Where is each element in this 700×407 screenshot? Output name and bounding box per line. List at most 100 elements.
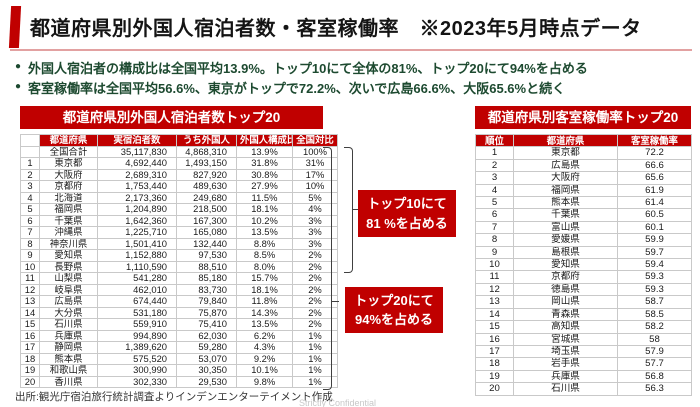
table-cell-rate: 59.9 — [617, 233, 692, 247]
table-cell-foreign: 88,510 — [176, 260, 237, 273]
top10-callout-line1: トップ10にて — [367, 196, 447, 211]
bullet-item: ● 客室稼働率は全国平均56.6%、東京がトップで72.2%、次いで広島66.6… — [15, 77, 588, 97]
table-cell-rank: 16 — [20, 329, 40, 342]
table-cell-foreign: 62,030 — [176, 329, 237, 342]
occupancy-rate-panel: 都道府県別客室稼働率トップ20 順位 都道府県 客室稼働率 1 東京都 72.2 2 広… — [475, 106, 692, 396]
table-cell-rank: 11 — [475, 270, 514, 284]
table-cell-pref: 徳島県 — [513, 282, 618, 297]
table-row: 1 東京都 4,692,440 1,493,150 31.8% 31% — [20, 157, 338, 170]
table-cell-ratio: 6.2% — [236, 329, 293, 342]
table-cell-pref: 埼玉県 — [513, 344, 618, 359]
bullet-item: ● 外国人宿泊者の構成比は全国平均13.9%。トップ10にて全体の81%、トップ… — [15, 57, 588, 77]
foreign-guests-table: 都道府県 実宿泊者数 うち外国人 外国人構成比 全国対比 全国合計 35,117,… — [20, 134, 338, 388]
table-cell-rank: 4 — [475, 183, 514, 198]
table-cell-rank: 20 — [475, 382, 514, 396]
table-row: 18 岩手県 57.7 — [475, 357, 692, 371]
table-cell-foreign: 218,500 — [176, 203, 237, 216]
bullet-dot-icon: ● — [15, 81, 22, 92]
top20-callout-line2: 94%を占める — [354, 312, 434, 327]
table-cell-rank: 15 — [475, 320, 514, 334]
occupancy-rate-table-title: 都道府県別客室稼働率トップ20 — [475, 106, 691, 129]
table-row: 13 広島県 674,440 79,840 11.8% 2% — [20, 295, 338, 308]
table-cell-guests: 1,225,710 — [97, 226, 177, 239]
table-cell-ratio: 15.7% — [236, 272, 293, 285]
table-cell-rank: 13 — [475, 295, 514, 309]
table-cell-pref: 石川県 — [513, 382, 618, 396]
table-cell-pref: 兵庫県 — [513, 369, 618, 384]
table-cell-foreign: 75,410 — [176, 318, 237, 331]
table-cell-rank: 2 — [475, 158, 514, 173]
table-cell-share: 4% — [292, 203, 338, 216]
table-row: 全国合計 35,117,830 4,868,310 13.9% 100% — [20, 145, 338, 158]
table-cell-share: 1% — [292, 375, 338, 388]
table-cell-pref: 福岡県 — [513, 183, 618, 198]
table-cell-pref: 愛知県 — [39, 249, 98, 262]
occupancy-rate-table: 順位 都道府県 客室稼働率 1 東京都 72.2 2 広島県 66.6 3 大阪府 65.6 4 福… — [475, 133, 692, 396]
table-row: 3 大阪府 65.6 — [475, 171, 692, 185]
table-cell-pref: 広島県 — [513, 158, 618, 173]
table-row: 9 愛知県 1,152,880 97,530 8.5% 2% — [20, 249, 338, 262]
table-cell-foreign: 30,350 — [176, 364, 237, 377]
table-cell-foreign: 53,070 — [176, 352, 237, 365]
table-cell-foreign: 827,920 — [176, 168, 237, 181]
table-cell-rank: 1 — [475, 146, 514, 160]
table-cell-rank — [20, 145, 40, 158]
table-cell-rate: 59.7 — [617, 245, 692, 260]
column-header-total-guests: 実宿泊者数 — [97, 134, 177, 147]
table-cell-pref: 高知県 — [513, 320, 618, 334]
source-note: 出所:観光庁宿泊旅行統計調査よりインデンエンターテイメント作成 — [15, 391, 333, 403]
table-cell-pref: 愛知県 — [513, 258, 618, 272]
page-title: 都道府県別外国人宿泊者数・客室稼働率 ※2023年5月時点データ — [30, 18, 642, 40]
table-cell-pref: 北海道 — [39, 191, 98, 204]
top20-callout: トップ20にて 94%を占める — [345, 287, 443, 333]
table-cell-rank: 7 — [20, 226, 40, 239]
table-cell-foreign: 4,868,310 — [176, 145, 237, 158]
table-cell-ratio: 18.1% — [236, 203, 293, 216]
table-cell-pref: 静岡県 — [39, 341, 98, 354]
table-row: 6 千葉県 1,642,360 167,300 10.2% 3% — [20, 214, 338, 227]
table-cell-rank: 4 — [20, 191, 40, 204]
table-cell-rank: 10 — [20, 260, 40, 273]
column-header-foreign-guests: うち外国人 — [176, 134, 237, 147]
table-cell-pref: 兵庫県 — [39, 329, 98, 342]
column-header-foreign-ratio: 外国人構成比 — [236, 134, 293, 147]
table-cell-guests: 559,910 — [97, 318, 177, 331]
table-cell-rate: 56.3 — [617, 382, 692, 396]
table-cell-share: 17% — [292, 168, 338, 181]
table-row: 11 山梨県 541,280 85,180 15.7% 2% — [20, 272, 338, 285]
table-cell-pref: 香川県 — [39, 375, 98, 388]
table-cell-ratio: 11.8% — [236, 295, 293, 308]
table-cell-foreign: 83,730 — [176, 283, 237, 296]
table-row: 7 沖縄県 1,225,710 165,080 13.5% 3% — [20, 226, 338, 239]
table-cell-rank: 5 — [475, 196, 514, 210]
table-cell-pref: 岩手県 — [513, 357, 618, 371]
table-cell-foreign: 97,530 — [176, 249, 237, 262]
table-row: 4 福岡県 61.9 — [475, 183, 692, 198]
bullet-text: 外国人宿泊者の構成比は全国平均13.9%。トップ10にて全体の81%、トップ20… — [28, 60, 588, 76]
table-cell-pref: 長野県 — [39, 260, 98, 273]
table-cell-foreign: 167,300 — [176, 214, 237, 227]
table-cell-rank: 17 — [20, 341, 40, 354]
table-cell-guests: 531,180 — [97, 306, 177, 319]
table-cell-rate: 58 — [617, 332, 692, 346]
table-cell-ratio: 4.3% — [236, 341, 293, 354]
table-cell-ratio: 13.9% — [236, 145, 293, 158]
table-cell-guests: 1,501,410 — [97, 237, 177, 250]
table-cell-ratio: 9.8% — [236, 375, 293, 388]
table-row: 15 高知県 58.2 — [475, 320, 692, 334]
table-cell-foreign: 489,630 — [176, 180, 237, 193]
table-row: 10 長野県 1,110,590 88,510 8.0% 2% — [20, 260, 338, 273]
table-cell-rate: 59.3 — [617, 270, 692, 284]
table-cell-pref: 東京都 — [39, 157, 98, 170]
table-row: 3 京都府 1,753,440 489,630 27.9% 10% — [20, 180, 338, 193]
title-accent-bar — [8, 6, 22, 48]
table-cell-guests: 302,330 — [97, 375, 177, 388]
table-cell-pref: 京都府 — [39, 180, 98, 193]
table-cell-guests: 541,280 — [97, 272, 177, 285]
table-cell-ratio: 8.0% — [236, 260, 293, 273]
table-cell-foreign: 1,493,150 — [176, 157, 237, 170]
table-cell-rank: 19 — [475, 369, 514, 384]
table-cell-guests: 575,520 — [97, 352, 177, 365]
table-row: 11 京都府 59.3 — [475, 270, 692, 284]
table-row: 7 富山県 60.1 — [475, 220, 692, 235]
